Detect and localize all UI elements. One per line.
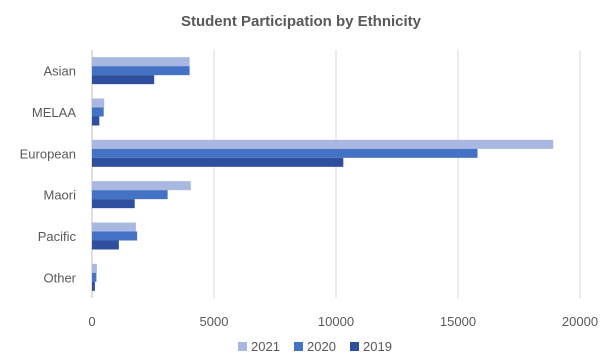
legend-swatch-2021 bbox=[238, 342, 247, 351]
x-tick-labels: 0 5000 10000 15000 20000 bbox=[88, 314, 598, 329]
bar-2021-european bbox=[92, 139, 554, 149]
bar-2021-asian bbox=[92, 57, 190, 67]
x-tick-label: 5000 bbox=[200, 314, 229, 329]
grid bbox=[213, 50, 581, 298]
bar-2020-melaa bbox=[92, 107, 104, 117]
bar-2020-maori bbox=[92, 190, 168, 200]
category-label: Pacific bbox=[38, 229, 77, 244]
bar-2019-european bbox=[92, 157, 344, 167]
x-tick-label: 10000 bbox=[318, 314, 354, 329]
bar-2020-european bbox=[92, 148, 478, 158]
legend: 2021 2020 2019 bbox=[238, 339, 392, 354]
bar-2020-other bbox=[92, 272, 97, 282]
bar-2021-other bbox=[92, 263, 97, 273]
category-label: European bbox=[20, 146, 76, 161]
legend-label: 2021 bbox=[251, 339, 280, 354]
bar-2020-pacific bbox=[92, 231, 138, 241]
x-tick-label: 20000 bbox=[562, 314, 598, 329]
category-label: MELAA bbox=[32, 105, 76, 120]
legend-swatch-2020 bbox=[294, 342, 303, 351]
bar-2021-pacific bbox=[92, 222, 136, 232]
bar-2019-asian bbox=[92, 75, 155, 85]
bars bbox=[92, 57, 554, 291]
bar-2021-maori bbox=[92, 181, 191, 191]
category-label: Other bbox=[43, 270, 76, 285]
bar-2020-asian bbox=[92, 66, 190, 76]
chart-title: Student Participation by Ethnicity bbox=[181, 13, 422, 30]
x-tick-label: 15000 bbox=[440, 314, 476, 329]
bar-2019-other bbox=[92, 281, 95, 291]
category-labels: Asian MELAA European Maori Pacific Other bbox=[20, 64, 77, 286]
category-label: Asian bbox=[43, 64, 76, 79]
category-label: Maori bbox=[43, 188, 76, 203]
legend-swatch-2019 bbox=[350, 342, 359, 351]
legend-label: 2020 bbox=[307, 339, 336, 354]
x-tick-label: 0 bbox=[88, 314, 95, 329]
bar-2019-maori bbox=[92, 199, 135, 209]
bar-2021-melaa bbox=[92, 98, 105, 108]
bar-2019-melaa bbox=[92, 116, 100, 126]
bar-2019-pacific bbox=[92, 240, 119, 250]
legend-label: 2019 bbox=[363, 339, 392, 354]
